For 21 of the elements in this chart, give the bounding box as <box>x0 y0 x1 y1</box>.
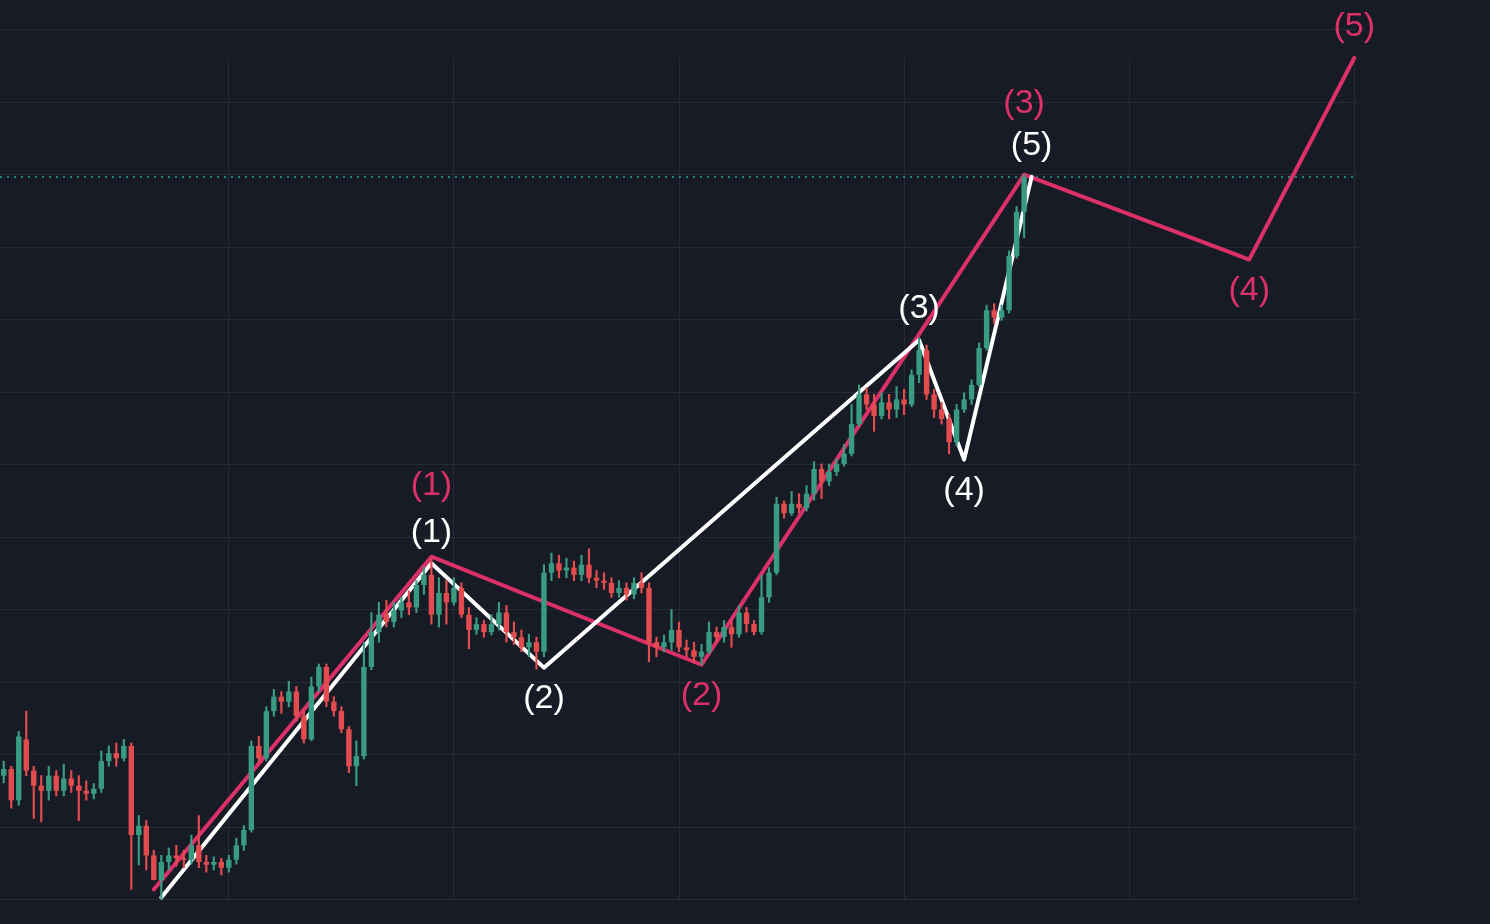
annotation: (4) <box>1228 268 1270 307</box>
annotation: (3) <box>1003 82 1045 121</box>
candlestick <box>638 572 645 594</box>
annotation: (3) <box>898 287 940 326</box>
annotation: (2) <box>523 677 565 716</box>
annotation: (4) <box>943 468 985 507</box>
candlestick <box>593 570 600 589</box>
annotation: (1) <box>410 464 453 503</box>
candlestick <box>698 644 705 666</box>
candlestick <box>473 617 480 635</box>
candlestick <box>653 636 660 658</box>
annotation: (1) <box>410 510 453 549</box>
annotation: (5) <box>1010 124 1053 163</box>
candlestick <box>728 620 735 648</box>
candlestick <box>683 639 690 658</box>
candlestick <box>818 463 825 500</box>
annotation: (2) <box>680 674 723 713</box>
candlestick <box>533 636 540 670</box>
annotation: (5) <box>1333 5 1376 44</box>
candlestick <box>668 609 675 651</box>
candlestick <box>713 626 720 643</box>
